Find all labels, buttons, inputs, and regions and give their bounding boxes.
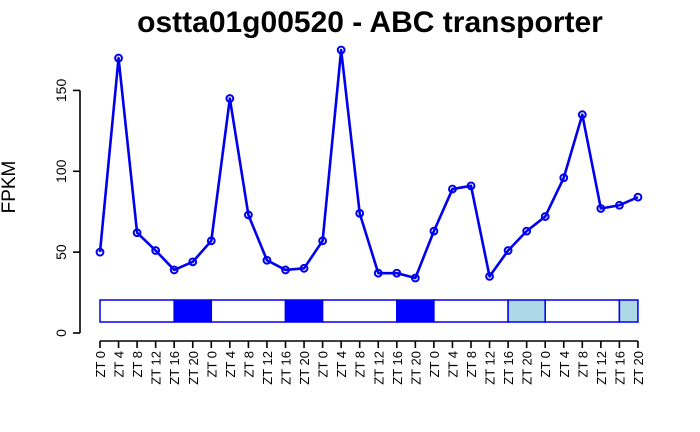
x-tick-label: ZT 4 bbox=[334, 351, 349, 378]
y-tick-label: 100 bbox=[53, 159, 69, 183]
bar-segment-subjective-dark bbox=[507, 299, 546, 323]
x-tick-label: ZT 4 bbox=[223, 351, 238, 378]
x-tick-label: ZT 20 bbox=[297, 351, 312, 385]
data-point bbox=[577, 110, 587, 120]
x-tick-label: ZT 8 bbox=[130, 351, 145, 378]
x-tick-label: ZT 12 bbox=[371, 351, 386, 385]
data-point bbox=[615, 200, 624, 210]
x-tick-label: ZT 0 bbox=[427, 351, 442, 378]
x-tick-label: ZT 12 bbox=[483, 351, 498, 385]
x-tick-label: ZT 20 bbox=[408, 351, 423, 385]
data-point bbox=[410, 273, 420, 283]
bar-segment-light bbox=[99, 299, 175, 323]
data-point bbox=[95, 247, 105, 257]
x-tick-label: ZT 16 bbox=[390, 351, 405, 385]
x-tick-label: ZT 12 bbox=[149, 351, 164, 385]
bar-segment-dark bbox=[284, 299, 324, 323]
chart-title: ostta01g00520 - ABC transporter bbox=[137, 6, 603, 39]
x-tick-label: ZT 4 bbox=[445, 351, 460, 378]
data-point bbox=[540, 212, 550, 221]
data-point bbox=[206, 236, 216, 246]
light-dark-bar bbox=[99, 299, 639, 323]
data-point bbox=[336, 45, 346, 55]
data-point bbox=[151, 246, 161, 255]
bar-segment-light bbox=[433, 299, 509, 323]
data-point bbox=[485, 272, 494, 281]
x-tick-label: ZT 16 bbox=[612, 351, 627, 385]
data-point bbox=[373, 268, 383, 278]
x-tick-label: ZT 0 bbox=[538, 351, 553, 378]
x-tick-label: ZT 8 bbox=[353, 351, 368, 378]
data-point bbox=[503, 246, 513, 255]
x-tick-label: ZT 0 bbox=[93, 351, 108, 378]
data-point bbox=[522, 226, 532, 236]
data-point bbox=[392, 268, 402, 278]
bar-segment-dark bbox=[396, 299, 435, 323]
data-point bbox=[429, 226, 439, 236]
x-tick-label: ZT 20 bbox=[520, 351, 535, 385]
x-tick-label: ZT 0 bbox=[316, 351, 331, 378]
x-tick-label: ZT 12 bbox=[260, 351, 275, 385]
x-tick-label: ZT 20 bbox=[186, 351, 201, 385]
y-tick-label: 150 bbox=[53, 79, 69, 103]
x-tick-label: ZT 4 bbox=[557, 351, 572, 378]
series-layer bbox=[95, 45, 643, 283]
bar-segment-light bbox=[210, 299, 287, 323]
y-axis: 0 50 100 150 bbox=[53, 79, 81, 337]
bar-segment-subjective-dark bbox=[618, 299, 639, 323]
data-point bbox=[169, 265, 179, 275]
y-tick-label: 50 bbox=[53, 244, 69, 260]
x-tick-label: ZT 12 bbox=[594, 351, 609, 385]
data-point bbox=[596, 204, 606, 213]
x-tick-label: ZT 8 bbox=[575, 351, 590, 378]
data-point bbox=[262, 255, 272, 265]
data-point bbox=[281, 265, 290, 275]
x-tick-label: ZT 20 bbox=[631, 351, 646, 385]
data-point bbox=[633, 192, 643, 202]
x-tick-label: ZT 16 bbox=[279, 351, 294, 385]
x-tick-label: ZT 4 bbox=[112, 351, 127, 378]
series-line bbox=[98, 48, 639, 280]
data-point bbox=[318, 236, 328, 246]
data-point bbox=[225, 94, 235, 103]
data-point bbox=[132, 228, 142, 238]
bar-segment-dark bbox=[173, 299, 213, 323]
data-point bbox=[559, 173, 569, 183]
x-tick-label: ZT 0 bbox=[204, 351, 219, 378]
x-tick-label: ZT 8 bbox=[464, 351, 479, 378]
data-point bbox=[466, 181, 476, 191]
data-point bbox=[244, 210, 253, 220]
data-point bbox=[355, 208, 365, 218]
x-tick-label: ZT 16 bbox=[501, 351, 516, 385]
bar-segment-light bbox=[321, 299, 398, 323]
x-tick-label: ZT 16 bbox=[167, 351, 182, 385]
data-point bbox=[114, 53, 123, 63]
data-point bbox=[188, 257, 198, 267]
y-tick-label: 0 bbox=[53, 329, 69, 337]
data-point bbox=[448, 184, 457, 194]
data-point bbox=[299, 263, 309, 273]
x-tick-label: ZT 8 bbox=[241, 351, 256, 378]
y-axis-label: FPKM bbox=[0, 161, 20, 214]
bar-segment-light bbox=[544, 299, 621, 323]
